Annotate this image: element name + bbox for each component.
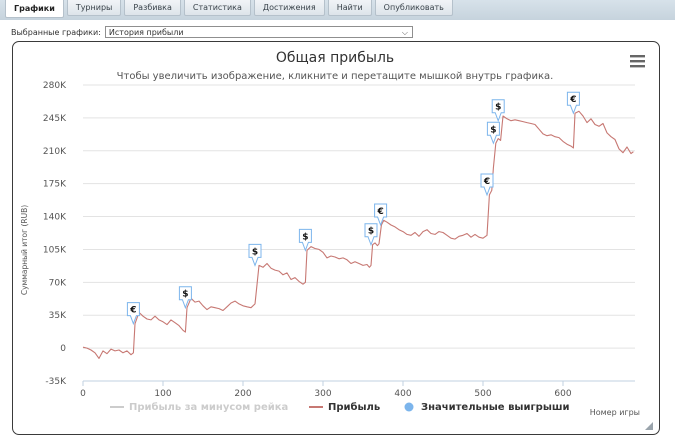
flag-symbol: $ [182, 290, 188, 300]
x-tick-label: 300 [314, 389, 331, 399]
tab-tournaments[interactable]: Турниры [66, 0, 122, 16]
big-win-flag[interactable]: $ [486, 121, 500, 145]
big-win-flag[interactable]: € [126, 302, 140, 326]
series-layer [82, 110, 634, 359]
chart-container[interactable]: Общая прибыль Чтобы увеличить изображени… [12, 41, 660, 435]
y-tick-label: 210K [43, 147, 67, 157]
legend-marker [404, 402, 414, 412]
big-win-flag[interactable]: € [566, 91, 580, 115]
legend-item[interactable]: Прибыль за минусом рейка [110, 401, 288, 413]
y-axis-title: Суммарный итог (RUB) [20, 205, 29, 295]
x-tick-label: 400 [394, 389, 411, 399]
x-tick-label: 0 [80, 389, 86, 399]
chart-select[interactable]: История прибыли ⌵ [104, 26, 413, 38]
flag-symbol: € [569, 95, 576, 105]
flags-layer: €$$$$€€$$€ [126, 91, 580, 326]
big-win-flag[interactable]: $ [364, 223, 378, 247]
profit-chart[interactable]: Общая прибыль Чтобы увеличить изображени… [13, 42, 659, 434]
tab-bar: Графики Турниры Разбивка Статистика Дост… [0, 0, 675, 20]
flag-symbol: € [376, 207, 383, 217]
tab-publish[interactable]: Опубликовать [374, 0, 453, 16]
x-tick-label: 200 [234, 389, 251, 399]
series-line-profit[interactable] [82, 110, 634, 359]
chart-subtitle: Чтобы увеличить изображение, кликните и … [117, 71, 554, 82]
x-axis-title: Номер игры [590, 408, 640, 417]
y-tick-label: 175K [43, 180, 67, 190]
flag-symbol: $ [495, 103, 501, 113]
y-tick-label: 245K [43, 114, 67, 124]
big-win-flag[interactable]: $ [178, 286, 192, 310]
chevron-down-icon: ⌵ [401, 28, 408, 37]
tab-breakdown[interactable]: Разбивка [124, 0, 181, 16]
flag-symbol: $ [302, 232, 308, 242]
x-tick-label: 500 [474, 389, 491, 399]
big-win-flag[interactable]: $ [248, 243, 262, 267]
y-tick-label: 280K [43, 81, 67, 91]
y-axis-ticks: -35K 0 35K 70K 105K 140K 175K 210K 245K 280K [43, 81, 67, 387]
menu-icon[interactable] [630, 55, 645, 68]
legend-item[interactable]: Прибыль [309, 401, 380, 413]
big-win-flag[interactable]: $ [491, 99, 505, 123]
flag-symbol: $ [252, 247, 258, 257]
y-tick-label: 105K [43, 245, 67, 255]
chart-select-value: История прибыли [108, 28, 184, 37]
tabs: Графики Турниры Разбивка Статистика Дост… [5, 0, 453, 18]
chart-title: Общая прибыль [276, 50, 394, 66]
flag-symbol: € [129, 306, 136, 316]
big-win-flag[interactable]: € [480, 173, 494, 197]
flag-symbol: $ [368, 227, 374, 237]
big-win-flag[interactable]: € [374, 203, 388, 227]
tab-achievements[interactable]: Достижения [253, 0, 325, 16]
y-tick-label: 0 [60, 344, 66, 354]
chart-selector-label: Выбранные графики: [11, 27, 101, 37]
y-tick-label: 35K [49, 311, 67, 321]
tab-charts[interactable]: Графики [5, 0, 64, 18]
legend-label: Прибыль за минусом рейка [129, 401, 288, 413]
legend-label: Прибыль [328, 401, 380, 413]
grid [83, 84, 635, 382]
flag-symbol: € [483, 177, 490, 187]
y-tick-label: 140K [43, 213, 67, 223]
chart-selector-row: Выбранные графики: История прибыли ⌵ [11, 26, 413, 38]
tab-search[interactable]: Найти [327, 0, 372, 16]
legend-item[interactable]: Значительные выигрыши [404, 402, 570, 413]
x-tick-label: 100 [154, 389, 171, 399]
y-tick-label: 70K [49, 278, 67, 288]
legend: Прибыль за минусом рейка Прибыль Значитель… [110, 401, 570, 413]
tab-statistics[interactable]: Статистика [183, 0, 251, 16]
x-axis-ticks: 0 100 200 300 400 500 600 [80, 380, 635, 399]
legend-label: Значительные выигрыши [421, 402, 570, 413]
flag-symbol: $ [490, 125, 496, 135]
x-tick-label: 600 [554, 389, 571, 399]
big-win-flag[interactable]: $ [298, 228, 312, 252]
y-tick-label: -35K [45, 377, 67, 387]
resize-grip-icon[interactable] [645, 422, 653, 430]
